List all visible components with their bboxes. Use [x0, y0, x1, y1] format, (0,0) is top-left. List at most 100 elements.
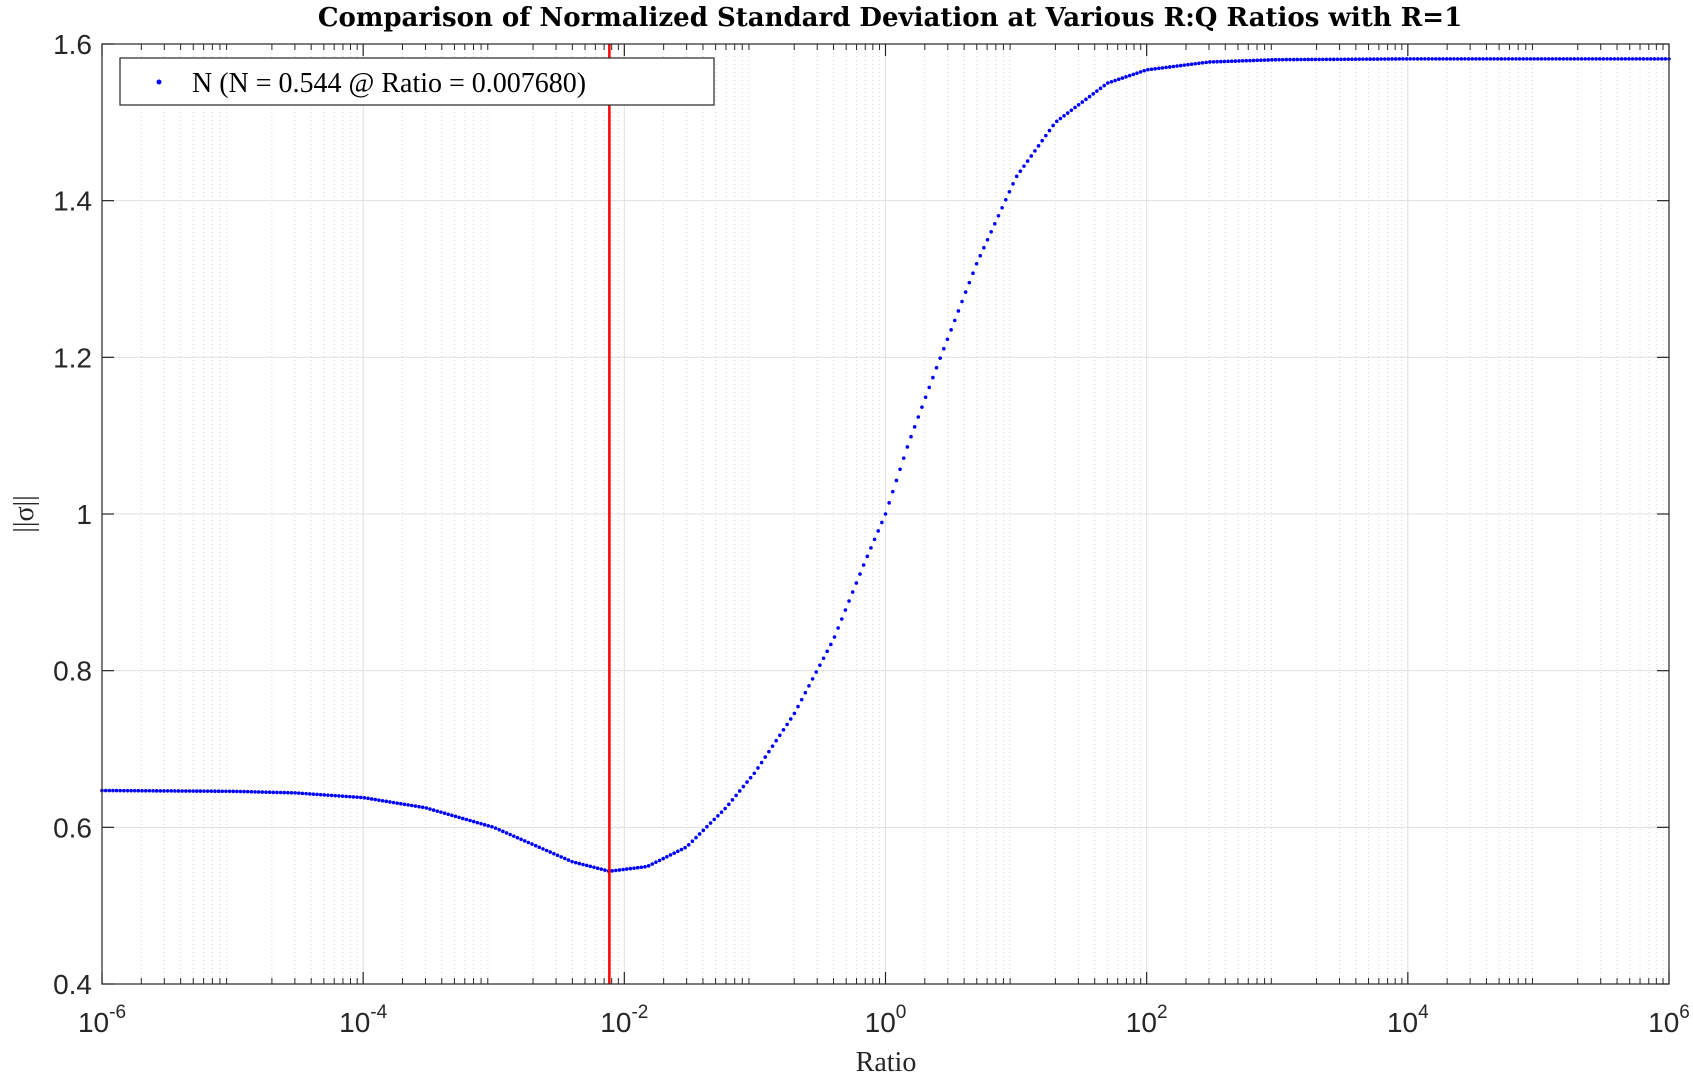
data-point	[326, 793, 330, 797]
data-point	[231, 789, 235, 794]
data-point	[366, 796, 370, 801]
y-tick-label: 0.6	[53, 812, 92, 843]
data-point	[1659, 57, 1664, 61]
data-point	[1310, 57, 1314, 62]
data-point	[971, 271, 975, 276]
data-point	[675, 849, 680, 854]
data-point	[1638, 57, 1642, 61]
data-point	[781, 728, 786, 732]
data-point	[194, 789, 199, 793]
data-point	[337, 794, 341, 798]
data-point	[1171, 64, 1176, 69]
data-point	[1525, 57, 1529, 61]
y-axis-label: ||σ||	[9, 495, 40, 533]
data-point	[646, 864, 651, 868]
data-point	[1561, 57, 1566, 61]
data-point	[1521, 57, 1526, 61]
data-point	[1612, 57, 1617, 61]
data-point	[774, 738, 778, 743]
data-point	[245, 789, 250, 794]
data-point	[1007, 190, 1012, 194]
data-point	[508, 832, 512, 837]
data-point	[1361, 57, 1365, 61]
data-point	[1601, 57, 1606, 61]
data-point	[1142, 68, 1147, 73]
data-point	[599, 867, 604, 871]
data-point	[668, 853, 673, 857]
data-point	[1576, 57, 1580, 61]
y-tick-label: 0.8	[53, 656, 92, 687]
data-point	[1528, 57, 1533, 61]
data-point	[402, 802, 407, 807]
data-point	[165, 789, 170, 793]
data-point	[635, 865, 640, 870]
data-point	[147, 789, 152, 793]
data-point	[1397, 57, 1402, 61]
data-point	[278, 790, 283, 795]
data-point	[399, 801, 403, 806]
data-point	[1506, 57, 1511, 61]
data-point	[479, 821, 483, 826]
data-point	[482, 822, 487, 827]
data-point	[1404, 57, 1409, 61]
data-point	[905, 445, 910, 449]
data-point	[978, 253, 983, 258]
data-point	[1317, 57, 1321, 62]
data-point	[184, 789, 188, 793]
data-point	[584, 863, 589, 868]
data-point	[380, 798, 385, 803]
data-point	[588, 864, 593, 869]
data-point	[1474, 57, 1478, 61]
plot-frame	[101, 43, 1670, 985]
data-point	[1248, 58, 1252, 63]
data-point	[1630, 57, 1635, 61]
data-point	[861, 563, 866, 567]
data-point	[1372, 57, 1376, 61]
data-point	[1000, 205, 1004, 210]
data-point	[471, 819, 476, 824]
data-point	[1003, 197, 1008, 202]
data-point	[708, 821, 713, 825]
data-point	[825, 649, 829, 654]
data-point	[293, 791, 297, 795]
data-point	[836, 626, 840, 630]
data-point	[501, 829, 505, 834]
data-point	[737, 789, 742, 793]
data-point	[256, 790, 261, 794]
data-point	[1466, 57, 1471, 61]
data-point	[778, 733, 782, 738]
data-point	[741, 784, 746, 789]
data-point	[563, 856, 567, 861]
data-point	[1229, 59, 1234, 64]
data-point	[1550, 57, 1555, 61]
data-point	[1211, 60, 1216, 64]
data-point	[373, 797, 378, 802]
data-point	[205, 789, 210, 793]
data-point	[1222, 59, 1227, 64]
data-point	[821, 656, 826, 661]
data-point	[1488, 57, 1493, 61]
data-point	[697, 832, 702, 836]
data-point	[614, 868, 618, 873]
data-point	[1018, 169, 1023, 174]
data-point	[351, 795, 356, 799]
data-point	[1080, 100, 1085, 104]
data-point	[362, 795, 367, 800]
data-point	[1539, 57, 1544, 61]
data-point	[920, 405, 924, 409]
data-point	[348, 794, 352, 799]
y-tick-label: 1.2	[53, 342, 92, 373]
data-point	[322, 793, 327, 797]
data-point	[468, 818, 472, 823]
data-point	[216, 789, 221, 794]
data-point	[431, 808, 436, 812]
data-point	[464, 817, 469, 822]
series-layer	[100, 57, 1671, 873]
data-point	[996, 213, 1001, 218]
data-point	[202, 789, 206, 793]
data-point	[934, 365, 939, 370]
data-point	[1423, 57, 1427, 61]
data-point	[151, 789, 155, 793]
data-point	[1175, 64, 1179, 68]
data-point	[1503, 57, 1507, 61]
